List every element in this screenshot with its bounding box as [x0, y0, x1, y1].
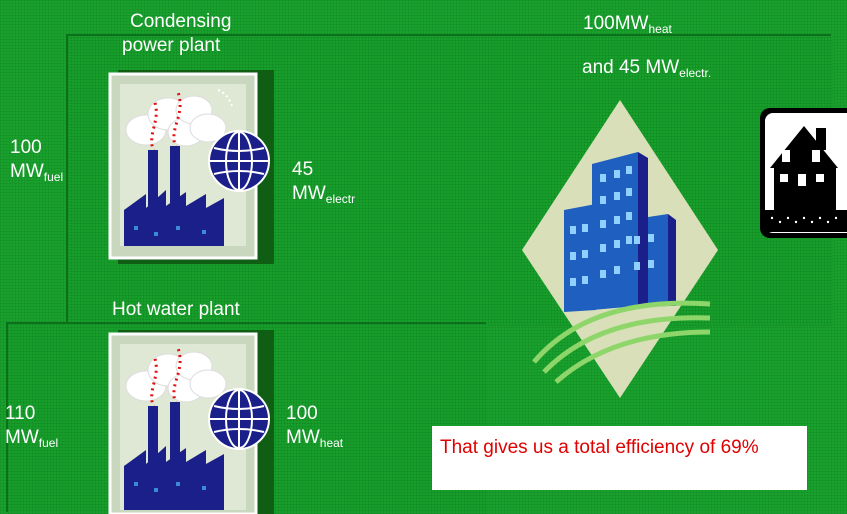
combined-heat-label: 100MWheat: [583, 13, 672, 36]
house-icon: [760, 108, 847, 238]
hot-water-input-value: 110: [5, 403, 36, 424]
combined-electr-label: and 45 MWelectr.: [582, 57, 712, 80]
city-buildings-icon: [522, 100, 718, 398]
condensing-title-line2: power plant: [122, 35, 221, 56]
condensing-input-label: MWfuel: [10, 161, 64, 184]
condensing-title-line1: Condensing: [130, 11, 232, 32]
hot-water-output-value: 100: [286, 403, 318, 424]
hot-water-output-label: MWheat: [286, 427, 344, 450]
condensing-input-value: 100: [10, 137, 42, 158]
hot-water-title: Hot water plant: [112, 299, 240, 320]
hot-water-input-label: MWfuel: [5, 427, 59, 450]
condensing-output-value: 45: [292, 159, 314, 180]
globe-icon: [208, 388, 270, 450]
condensing-output-label: MWelectr: [292, 183, 356, 206]
globe-icon: [208, 130, 270, 192]
efficiency-note: That gives us a total efficiency of 69%: [432, 426, 807, 490]
